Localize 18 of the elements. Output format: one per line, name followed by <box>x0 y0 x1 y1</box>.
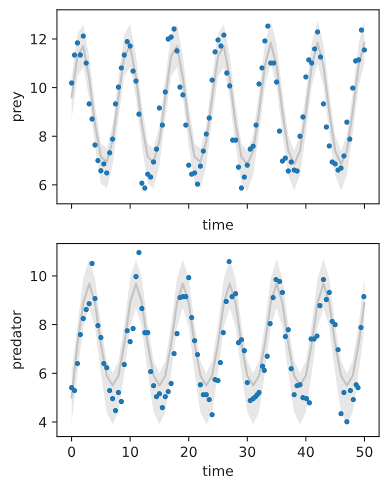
x-tick-label: 10 <box>122 446 138 458</box>
x-tick-label: 50 <box>356 446 372 458</box>
y-tick-label: 8 <box>39 320 46 330</box>
y-tick-label: 10 <box>31 82 46 94</box>
x-tick-label: 40 <box>298 446 314 458</box>
y-axis-title: predator <box>10 310 24 369</box>
y-tick-label: 6 <box>39 368 46 379</box>
x-axis-title: time <box>202 465 233 476</box>
y-tick-label: 12 <box>31 34 46 44</box>
y-axis-title: prey <box>13 92 24 122</box>
x-tick-label: 0 <box>68 446 76 458</box>
y-tick-label: 10 <box>31 270 46 282</box>
y-tick-label: 4 <box>39 417 46 428</box>
x-axis-title: time <box>202 219 233 230</box>
y-tick-label: 6 <box>39 180 46 190</box>
x-tick-label: 30 <box>240 446 256 458</box>
x-tick-label: 20 <box>180 446 197 458</box>
y-tick-label: 8 <box>39 131 46 142</box>
